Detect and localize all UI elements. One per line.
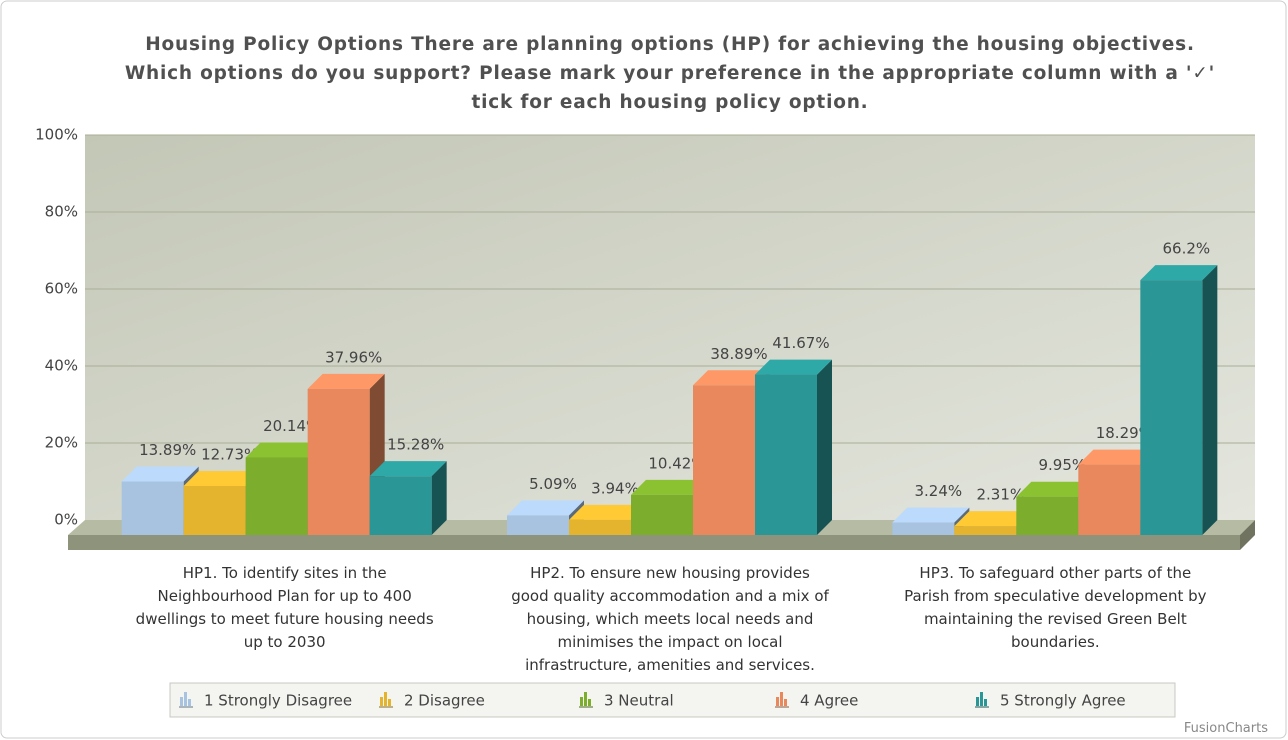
bar-top [507, 500, 584, 516]
bar-top [569, 504, 646, 520]
bar [755, 374, 817, 535]
legend-label: 2 Disagree [404, 692, 485, 710]
chart-title: Housing Policy Options There are plannin… [124, 34, 1216, 113]
bar-top [755, 359, 832, 375]
data-label: 20.14% [263, 417, 320, 435]
legend-label: 4 Agree [800, 692, 858, 710]
legend-icon [784, 699, 787, 706]
bar-top [369, 461, 447, 477]
data-label: 13.89% [139, 441, 196, 459]
bar-top [1078, 449, 1156, 465]
data-label: 9.95% [1039, 456, 1087, 474]
legend-icon [584, 692, 587, 706]
bar-top [183, 470, 261, 486]
bar [1140, 280, 1203, 535]
bar-top [954, 511, 1032, 527]
bar-side [1202, 265, 1218, 535]
legend-icon [984, 699, 987, 706]
legend-icon [384, 692, 387, 706]
bar-top [307, 373, 385, 389]
floor-side [1240, 520, 1255, 550]
legend-icon [380, 697, 383, 706]
data-label: 38.89% [710, 345, 767, 363]
legend [169, 682, 1176, 718]
bar [1016, 496, 1079, 535]
legend-icon [976, 697, 979, 706]
y-tick-label: 40% [45, 357, 78, 375]
bar [954, 526, 1017, 535]
legend-icon [388, 699, 391, 706]
data-label: 66.2% [1163, 240, 1211, 258]
bar [569, 519, 631, 535]
legend-icon [780, 692, 783, 706]
bar [369, 476, 432, 535]
data-label: 3.24% [915, 482, 963, 500]
data-label: 12.73% [201, 445, 258, 463]
floor-front [68, 535, 1240, 550]
bar [1078, 464, 1141, 535]
data-label: 5.09% [529, 475, 577, 493]
bar-top [693, 370, 770, 386]
bar-top [1016, 481, 1094, 497]
bar [245, 457, 308, 535]
legend-icon [180, 697, 183, 706]
bar [693, 385, 755, 535]
bar-top [121, 466, 199, 482]
y-tick-label: 20% [45, 434, 78, 452]
data-label: 15.28% [387, 436, 444, 454]
legend-icon [980, 692, 983, 706]
y-tick-label: 60% [45, 280, 78, 298]
x-tick-label: HP3. To safeguard other parts of the Par… [904, 564, 1207, 651]
bar [507, 515, 569, 535]
bar-top [892, 507, 970, 523]
bar-top [631, 479, 708, 495]
y-tick-label: 100% [35, 126, 78, 144]
data-label: 2.31% [977, 486, 1025, 504]
bar [183, 485, 246, 535]
legend-label: 3 Neutral [604, 692, 674, 710]
data-label: 37.96% [325, 348, 382, 366]
legend-label: 1 Strongly Disagree [204, 692, 352, 710]
bar-top [245, 442, 323, 458]
data-label: 41.67% [772, 334, 829, 352]
y-tick-label: 0% [54, 511, 78, 529]
legend-icon [588, 699, 591, 706]
data-label: 3.94% [591, 479, 639, 497]
credit: FusionCharts [1183, 721, 1268, 736]
x-tick-label: HP1. To identify sites in the Neighbourh… [135, 564, 434, 651]
bar-side [817, 359, 832, 535]
data-label: 18.29% [1096, 424, 1153, 442]
legend-icon [776, 697, 779, 706]
bar [892, 522, 955, 535]
bar-top [1140, 265, 1218, 281]
legend-icon [184, 692, 187, 706]
data-label: 10.42% [648, 454, 705, 472]
bar [121, 481, 184, 535]
y-tick-label: 80% [45, 203, 78, 221]
bar [307, 388, 370, 535]
legend-label: 5 Strongly Agree [1000, 692, 1126, 710]
x-tick-label: HP2. To ensure new housing provides good… [511, 564, 829, 674]
bar [631, 494, 693, 535]
legend-icon [188, 699, 191, 706]
legend-icon [580, 697, 583, 706]
bar-side [431, 461, 447, 535]
